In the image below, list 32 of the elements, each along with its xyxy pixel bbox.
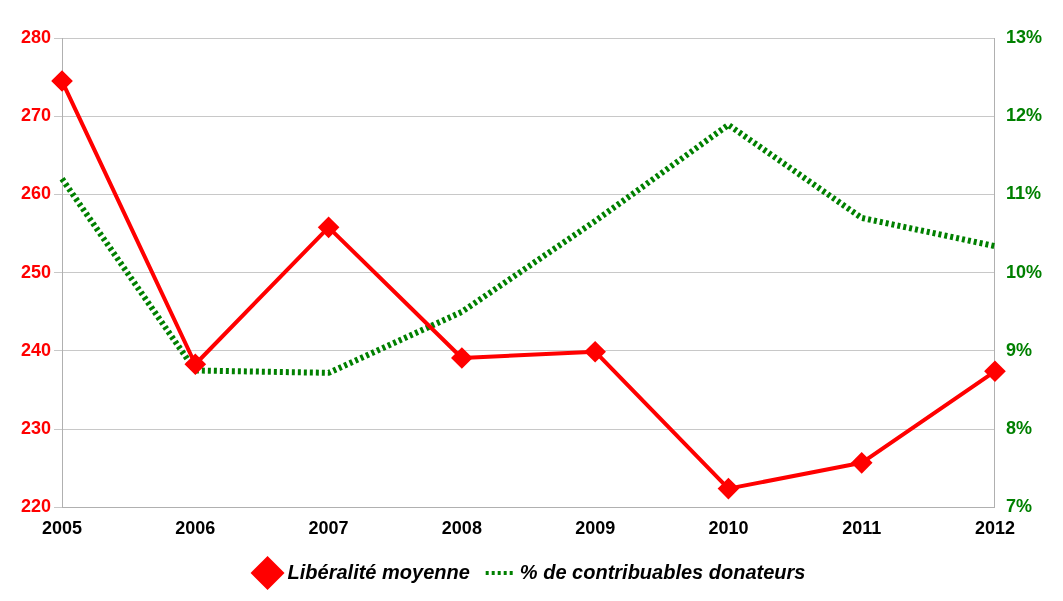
x-tick-label: 2010	[708, 518, 749, 539]
y2-tick-label: 8%	[1005, 418, 1032, 439]
y2-tick-label: 12%	[1005, 105, 1042, 126]
y-tick-label: 280	[20, 26, 52, 47]
point	[185, 354, 206, 375]
y-tick-label: 250	[20, 261, 52, 282]
y-tick-label: 240	[20, 339, 52, 360]
point	[984, 361, 1005, 382]
y-tick-label: 260	[20, 183, 52, 204]
y2-tick-label: 9%	[1005, 339, 1032, 360]
point	[718, 478, 739, 499]
point	[851, 452, 872, 473]
x-tick-label: 2008	[441, 518, 482, 539]
x-tick-label: 2005	[42, 518, 83, 539]
x-tick-label: 2007	[308, 518, 349, 539]
legend-label: Libéralité moyenne	[287, 560, 470, 583]
x-tick-label: 2012	[974, 518, 1015, 539]
x-tick-label: 2009	[575, 518, 616, 539]
y2-tick-label: 13%	[1005, 26, 1042, 47]
point	[451, 347, 472, 368]
point	[52, 71, 73, 92]
y2-tick-label: 7%	[1005, 496, 1032, 517]
x-tick-label: 2006	[175, 518, 216, 539]
y2-tick-label: 11%	[1005, 183, 1042, 204]
y-tick-label: 230	[20, 418, 52, 439]
point	[318, 217, 339, 238]
point	[585, 341, 606, 362]
legend-label: % de contribuables donateurs	[519, 560, 806, 583]
y-tick-label: 220	[20, 496, 52, 517]
y-tick-label: 270	[20, 105, 52, 126]
x-tick-label: 2011	[842, 518, 882, 539]
y2-tick-label: 10%	[1005, 261, 1042, 282]
